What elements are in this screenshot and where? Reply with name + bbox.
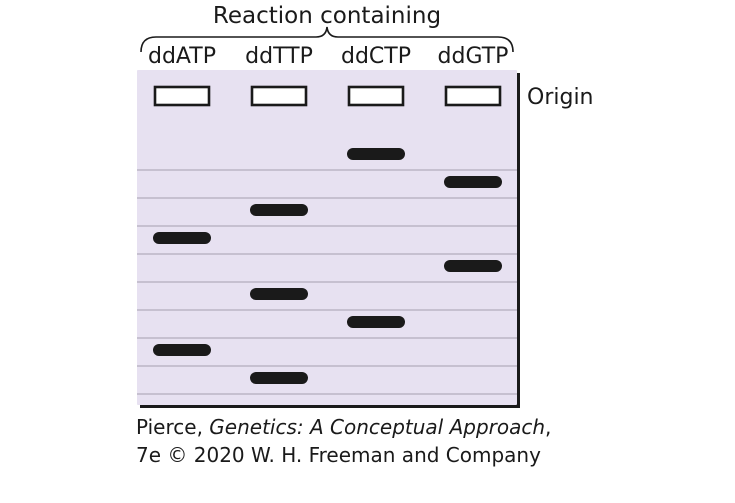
lane-label-ddctp: ddCTP (341, 44, 411, 69)
band-ddttp (250, 204, 308, 216)
band-ddgtp (444, 176, 502, 188)
origin-label: Origin (527, 85, 594, 110)
well-ddttp (250, 85, 308, 107)
caption-book-title: Genetics: A Conceptual Approach (209, 415, 546, 439)
lane-label-ddgtp: ddGTP (438, 44, 509, 69)
band-ddgtp (444, 260, 502, 272)
caption-edition: , 7e © 2020 W. H. Freeman and Company (136, 415, 552, 467)
band-ddctp (347, 316, 405, 328)
wells (153, 85, 502, 107)
band-ddatp (153, 232, 211, 244)
band-ddctp (347, 148, 405, 160)
row-lines (137, 169, 517, 395)
well-ddgtp (444, 85, 502, 107)
band-ddttp (250, 288, 308, 300)
caption-author: Pierce, (136, 415, 210, 439)
lane-label-ddttp: ddTTP (245, 44, 313, 69)
bands (153, 148, 502, 384)
lane-bracket (140, 26, 514, 53)
well-ddatp (153, 85, 211, 107)
gel-background (137, 70, 517, 405)
diagram-title: Reaction containing (213, 3, 441, 29)
gel-diagram: Reaction containing ddATP ddTTP ddCTP ddGTP… (137, 3, 594, 408)
band-ddttp (250, 372, 308, 384)
well-ddctp (347, 85, 405, 107)
figure-caption: Pierce, Genetics: A Conceptual Approach,… (136, 413, 556, 469)
band-ddatp (153, 344, 211, 356)
lane-label-ddatp: ddATP (148, 44, 216, 69)
lane-labels: ddATP ddTTP ddCTP ddGTP (148, 44, 508, 69)
